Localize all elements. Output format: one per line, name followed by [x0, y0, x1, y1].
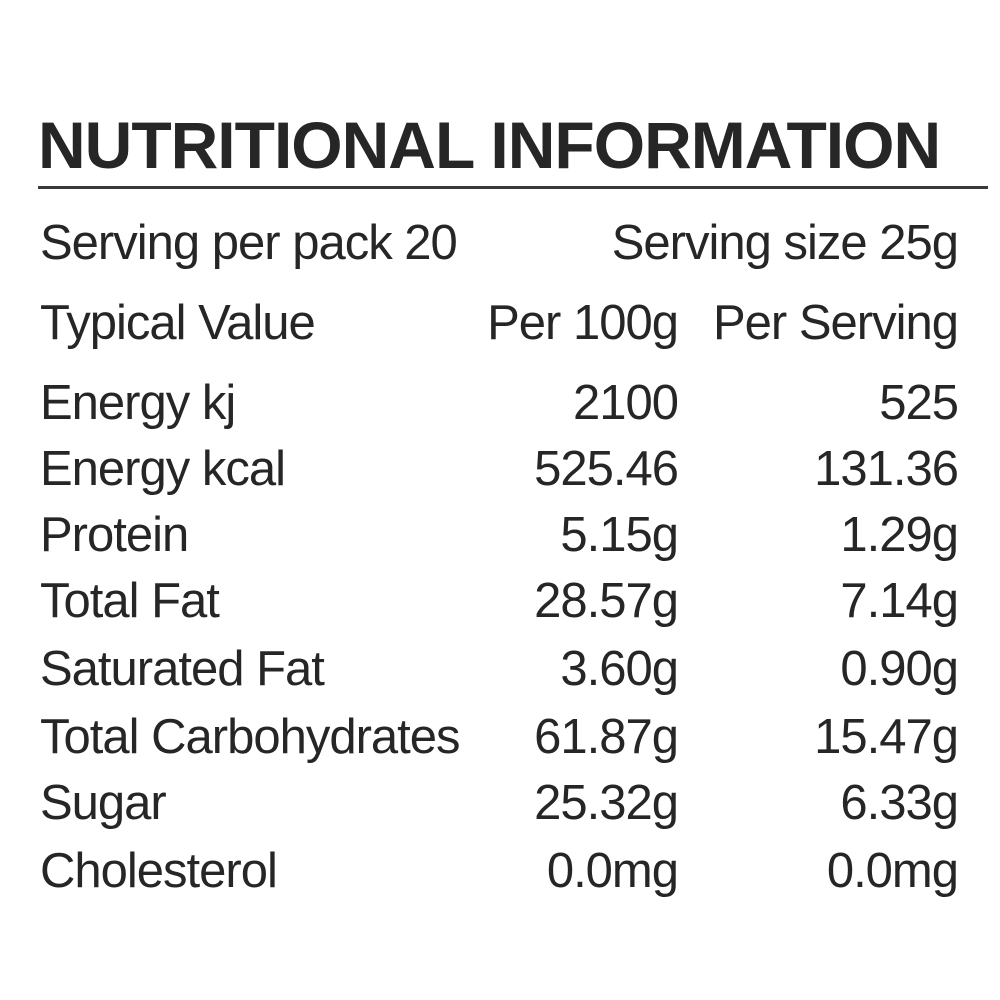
- per-serving-value: 15.47g: [814, 710, 959, 764]
- table-row: Cholesterol 0.0mg 0.0mg: [0, 838, 1000, 904]
- per-100g-value: 0.0mg: [546, 844, 679, 898]
- per-serving-value: 7.14g: [840, 574, 959, 628]
- nutrient-label: Total Fat: [40, 574, 220, 628]
- header-per-100g: Per 100g: [487, 296, 679, 350]
- table-row: Total Fat 28.57g 7.14g: [0, 568, 1000, 634]
- table-row: Energy kcal 525.46 131.36: [0, 436, 1000, 502]
- header-typical-value: Typical Value: [40, 296, 316, 350]
- header-per-serving: Per Serving: [712, 296, 959, 350]
- per-100g-value: 28.57g: [534, 574, 679, 628]
- table-row: Protein 5.15g 1.29g: [0, 502, 1000, 568]
- nutrient-label: Saturated Fat: [40, 642, 325, 696]
- servings-per-pack: Serving per pack 20: [40, 216, 458, 270]
- nutrient-label: Protein: [40, 508, 189, 562]
- nutrient-label: Cholesterol: [40, 844, 278, 898]
- table-row: Saturated Fat 3.60g 0.90g: [0, 636, 1000, 702]
- table-row: Sugar 25.32g 6.33g: [0, 770, 1000, 836]
- table-row: Energy kj 2100 525: [0, 370, 1000, 436]
- table-row: Total Carbohydrates 61.87g 15.47g: [0, 704, 1000, 770]
- per-100g-value: 61.87g: [534, 710, 679, 764]
- table-header: Typical Value Per 100g Per Serving: [0, 290, 1000, 356]
- per-100g-value: 5.15g: [560, 508, 679, 562]
- per-serving-value: 6.33g: [840, 776, 959, 830]
- nutrient-label: Total Carbohydrates: [40, 710, 461, 764]
- per-100g-value: 525.46: [534, 442, 679, 496]
- serving-size: Serving size 25g: [611, 216, 959, 270]
- per-serving-value: 1.29g: [840, 508, 959, 562]
- nutrient-label: Sugar: [40, 776, 167, 830]
- per-serving-value: 0.90g: [840, 642, 959, 696]
- page-title: NUTRITIONAL INFORMATION: [38, 108, 941, 182]
- per-100g-value: 2100: [572, 376, 679, 430]
- per-serving-value: 131.36: [814, 442, 959, 496]
- per-serving-value: 525: [879, 376, 959, 430]
- serving-row: Serving per pack 20 Serving size 25g: [0, 210, 1000, 276]
- nutrient-label: Energy kj: [40, 376, 236, 430]
- title-divider: [38, 186, 988, 189]
- per-serving-value: 0.0mg: [826, 844, 959, 898]
- per-100g-value: 3.60g: [560, 642, 679, 696]
- nutrient-label: Energy kcal: [40, 442, 286, 496]
- per-100g-value: 25.32g: [534, 776, 679, 830]
